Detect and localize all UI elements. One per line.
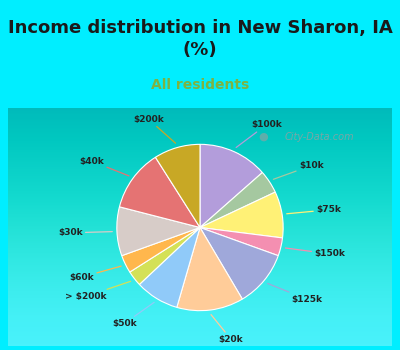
Wedge shape [117, 207, 200, 256]
Wedge shape [122, 228, 200, 272]
Text: $60k: $60k [70, 266, 121, 282]
Text: City-Data.com: City-Data.com [284, 132, 354, 142]
Wedge shape [139, 228, 200, 307]
Text: Income distribution in New Sharon, IA
(%): Income distribution in New Sharon, IA (%… [8, 19, 392, 59]
Wedge shape [200, 144, 262, 228]
Text: $125k: $125k [268, 284, 322, 304]
Text: $100k: $100k [236, 120, 282, 147]
Text: All residents: All residents [151, 78, 249, 92]
Text: $40k: $40k [80, 157, 129, 176]
Text: $200k: $200k [133, 115, 176, 143]
Wedge shape [120, 157, 200, 228]
Wedge shape [177, 228, 242, 311]
Text: $75k: $75k [287, 205, 341, 214]
Wedge shape [200, 192, 283, 238]
Wedge shape [200, 228, 278, 299]
Text: > $200k: > $200k [65, 281, 131, 301]
Text: $150k: $150k [285, 248, 345, 258]
Text: $50k: $50k [112, 302, 154, 328]
Text: ●: ● [258, 132, 268, 142]
Wedge shape [156, 144, 200, 228]
Text: $30k: $30k [58, 228, 112, 237]
Text: $10k: $10k [273, 161, 324, 179]
Wedge shape [200, 228, 282, 256]
Wedge shape [130, 228, 200, 285]
Wedge shape [200, 173, 275, 228]
Text: $20k: $20k [211, 315, 243, 344]
